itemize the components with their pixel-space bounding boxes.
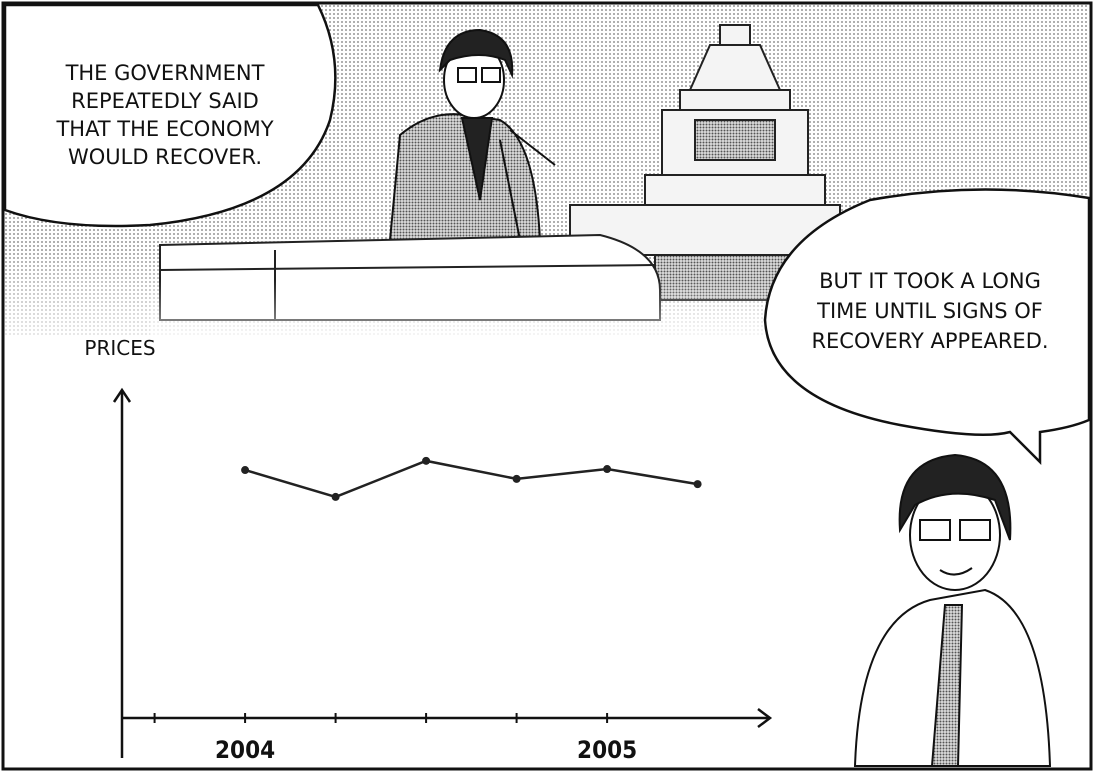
- data-point: [332, 493, 340, 501]
- bubble-text: THE GOVERNMENT: [65, 61, 265, 85]
- data-point: [422, 457, 430, 465]
- data-point: [513, 475, 521, 483]
- x-tick-label: 2005: [577, 736, 637, 764]
- bubble-text: RECOVERY APPEARED.: [811, 329, 1048, 353]
- bubble-text: TIME UNTIL SIGNS OF: [816, 299, 1043, 323]
- bubble-text: REPEATEDLY SAID: [71, 89, 259, 113]
- x-tick-label: 2004: [215, 736, 275, 764]
- data-point: [694, 480, 702, 488]
- fade: [150, 280, 850, 380]
- bubble-text: THAT THE ECONOMY: [55, 117, 273, 141]
- y-axis-label: PRICES: [84, 336, 155, 360]
- bubble-text: WOULD RECOVER.: [68, 145, 262, 169]
- comic-panel: THE GOVERNMENT REPEATEDLY SAID THAT THE …: [0, 0, 1094, 772]
- data-point: [603, 465, 611, 473]
- data-point: [241, 466, 249, 474]
- bubble-text: BUT IT TOOK A LONG: [819, 269, 1041, 293]
